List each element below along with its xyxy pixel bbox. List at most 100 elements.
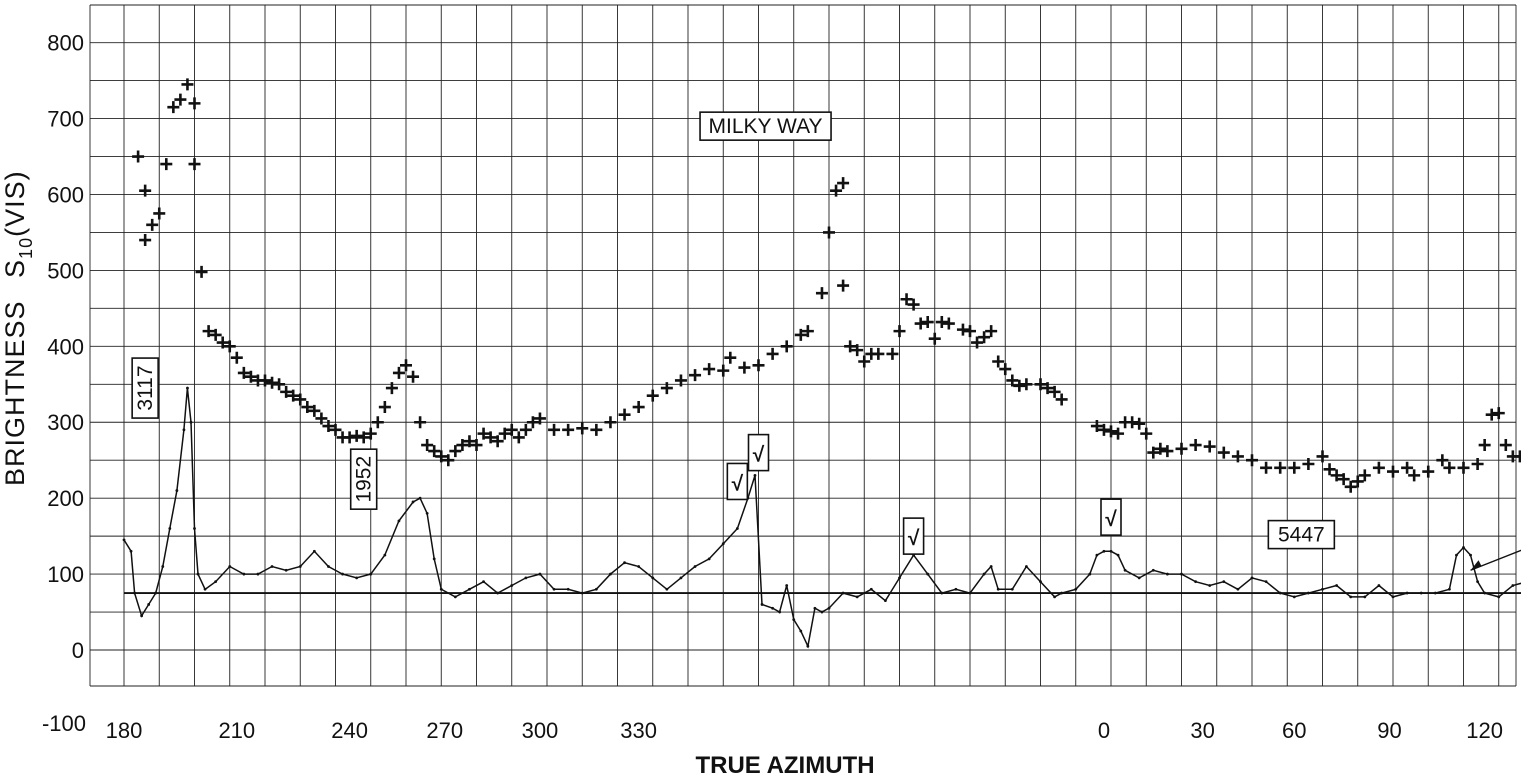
plus-marker [1337,473,1350,486]
plus-marker [237,366,250,379]
plus-marker [139,184,152,197]
plus-marker [724,351,737,364]
trace-point [1194,580,1197,584]
trace-point [665,587,669,591]
plus-marker [470,439,483,452]
trace-point [552,587,556,591]
trace-point [186,386,189,390]
plus-marker [357,431,370,444]
plus-marker [435,450,448,463]
plus-marker [928,332,941,345]
plus-marker [942,317,955,330]
annotation-check-1: √ [726,462,749,501]
trace-point [453,595,457,599]
plus-marker [752,359,765,372]
trace-point [312,549,316,553]
trace-point [609,572,612,576]
plus-marker [1006,374,1019,387]
plus-marker [1436,454,1449,467]
plus-marker [477,427,490,440]
plus-marker [1471,457,1484,470]
y-tick-label: 700 [47,107,84,132]
trace-point [1483,591,1487,595]
plus-marker [392,366,405,379]
plus-marker [1175,442,1188,455]
plus-marker [1274,461,1287,474]
plus-marker [491,435,504,448]
plus-marker [1105,425,1117,438]
annotation-ann-5447: 5447 [1267,519,1336,550]
plus-marker [216,336,229,349]
trace-point [154,591,158,595]
trace-point [369,572,373,576]
trace-point [439,587,443,591]
trace-point [1025,565,1028,568]
trace-point [298,565,302,568]
annotation-box [131,357,159,419]
plus-marker [562,423,575,436]
trace-point [1095,553,1099,557]
trace-point [982,572,986,576]
trace-point [1060,591,1064,595]
plus-marker [322,420,335,433]
trace-point [926,572,930,576]
plus-marker [1323,463,1336,476]
plus-marker [223,340,236,353]
trace-point [580,591,584,595]
plus-marker [1408,469,1421,482]
trace-point [418,496,422,500]
plus-marker [181,78,194,91]
plus-marker [1189,439,1202,452]
trace-point [954,587,958,591]
trace-point [1222,580,1226,584]
plus-marker [872,347,885,360]
plus-marker [1147,446,1160,459]
trace-point [1166,572,1169,576]
trace-series [122,386,1521,649]
trace-point [884,599,887,603]
annotation-box [1267,519,1336,550]
trace-point [1039,580,1042,584]
plus-marker [576,422,589,435]
annotation-box [747,433,770,472]
trace-point [496,591,500,595]
trace-point [869,587,873,591]
plus-marker [1055,393,1068,406]
trace-point [721,542,725,546]
plus-marker [632,401,645,414]
trace-point [799,629,803,633]
trace-point [1151,568,1155,572]
trace-point [1335,584,1338,587]
trace-point [140,614,144,618]
plus-marker [414,416,427,429]
plus-marker [886,347,899,360]
check-mark-icon: √ [753,444,765,467]
plus-marker [935,316,948,329]
plus-marker [548,423,561,436]
grid [89,4,1517,687]
x-tick-label: 30 [1190,718,1214,743]
plus-marker [1302,457,1315,470]
plus-marker [1387,465,1399,478]
trace-point [1448,587,1451,591]
trace-point [753,473,757,477]
check-mark-icon: √ [732,472,744,495]
plus-marker [1048,385,1061,398]
trace-point [1349,595,1353,599]
plus-marker [815,287,828,300]
trace-point [1236,587,1240,591]
plus-marker [350,429,363,442]
plus-marker [308,404,321,417]
plus-marker [717,364,730,377]
trace-point [432,557,436,561]
plus-marker [385,382,398,395]
trace-point [1462,546,1465,549]
x-tick-label: 270 [426,718,463,743]
plus-marker [1217,446,1230,459]
annotation-box [726,462,749,501]
plus-marker [146,218,159,231]
plus-marker [1288,461,1301,474]
plus-marker [519,423,532,436]
plus-marker [1013,379,1026,392]
plus-marker [512,431,525,444]
